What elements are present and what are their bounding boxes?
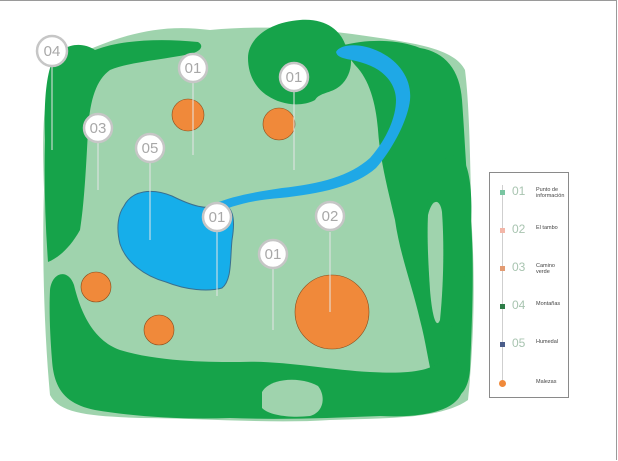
svg-text:03: 03 <box>90 120 107 137</box>
legend-item-wetland: 05 Humedal <box>490 335 570 355</box>
legend-label: Humedal <box>536 339 570 345</box>
legend-item-path: 03 Camino verde <box>490 259 570 279</box>
marker-info-point[interactable]: 01 <box>203 203 231 231</box>
svg-text:01: 01 <box>265 246 282 263</box>
legend-number: 04 <box>512 298 525 312</box>
legend-label: Punto de información <box>536 187 570 199</box>
marker-info-point[interactable]: 01 <box>259 240 287 268</box>
svg-text:01: 01 <box>185 60 202 77</box>
marker-montanas[interactable]: 04 <box>37 36 67 66</box>
weeds-circle <box>263 108 295 140</box>
tambo-icon <box>500 228 505 233</box>
marker-camino[interactable]: 03 <box>84 114 112 142</box>
legend-item-info-point: 01 Punto de información <box>490 183 570 203</box>
svg-text:04: 04 <box>44 43 61 60</box>
svg-text:01: 01 <box>209 209 226 226</box>
tambo-circle <box>295 275 369 349</box>
legend-item-mountains: 04 Montañas <box>490 297 570 317</box>
wetland-icon <box>500 342 505 347</box>
weeds-circle <box>81 272 111 302</box>
svg-text:01: 01 <box>286 69 303 86</box>
forest-bottom-notch <box>262 380 323 417</box>
legend-number: 01 <box>512 184 525 198</box>
path-icon <box>500 266 505 271</box>
map-legend: 01 Punto de información 02 El tambo 03 C… <box>489 172 569 398</box>
legend-number: 02 <box>512 222 525 236</box>
marker-info-point[interactable]: 01 <box>179 54 207 82</box>
info-point-icon <box>500 190 505 195</box>
legend-item-tambo: 02 El tambo <box>490 221 570 241</box>
marker-tambo[interactable]: 02 <box>316 202 344 230</box>
weeds-circle <box>144 315 174 345</box>
marker-info-point[interactable]: 01 <box>280 63 308 91</box>
legend-label: Malezas <box>536 379 570 385</box>
marker-humedal[interactable]: 05 <box>136 134 164 162</box>
legend-label: Camino verde <box>536 263 570 275</box>
legend-label: Montañas <box>536 301 570 307</box>
legend-label: El tambo <box>536 225 570 231</box>
legend-number: 05 <box>512 336 525 350</box>
weeds-icon <box>499 380 506 387</box>
legend-number: 03 <box>512 260 525 274</box>
weeds-circle <box>172 99 204 131</box>
mountain-icon <box>500 304 505 309</box>
svg-text:02: 02 <box>322 208 339 225</box>
legend-item-weeds: Malezas <box>490 375 570 395</box>
svg-text:05: 05 <box>142 140 159 157</box>
